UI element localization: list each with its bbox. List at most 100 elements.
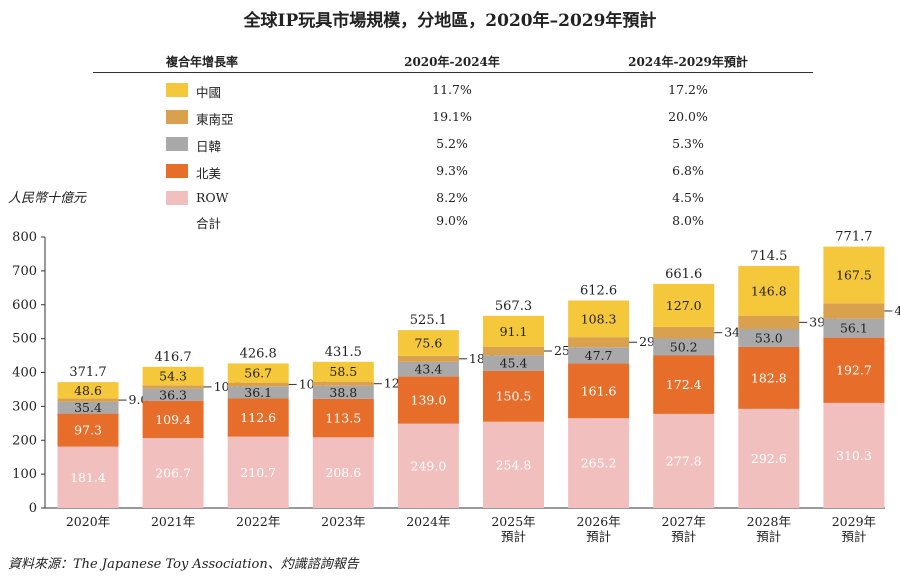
source-note: 資料來源：The Japanese Toy Association、灼識諮詢報告 — [8, 557, 359, 572]
cagr-china-2024-2029: 17.2% — [668, 82, 708, 97]
bar-segment — [312, 381, 374, 386]
bar-segment — [142, 437, 204, 508]
data-label: 108.3 — [581, 311, 617, 326]
data-label: 146.8 — [751, 283, 787, 298]
bar-segment — [142, 366, 204, 386]
data-label: 35.4 — [74, 400, 102, 415]
cagr-total-2024-2029: 8.0% — [672, 213, 704, 228]
bar-segment — [57, 401, 119, 414]
cagr-row-2024-2029: 4.5% — [672, 190, 704, 205]
cagr-china-2020-2024: 11.7% — [432, 82, 472, 97]
total-label: 416.7 — [154, 350, 191, 365]
chart-title: 全球IP玩具市場規模，分地區，2020年–2029年預計 — [243, 11, 657, 31]
cagr-row-row: ROW 8.2% 4.5% — [0, 190, 900, 210]
bar-segment — [227, 436, 289, 508]
bar-segment — [653, 355, 715, 414]
y-tick-label: 0 — [29, 501, 37, 516]
bar-segment — [568, 347, 630, 364]
legend-swatch-china — [166, 83, 188, 97]
data-label: 113.5 — [325, 411, 361, 426]
total-label: 567.3 — [495, 299, 532, 314]
data-label: 210.7 — [240, 465, 276, 480]
data-label: 206.7 — [155, 465, 191, 480]
data-label: 36.1 — [244, 385, 272, 400]
data-label: 47.7 — [585, 348, 613, 363]
bar-segment — [738, 315, 800, 330]
data-label: 56.7 — [244, 366, 272, 381]
y-tick-label: 800 — [12, 230, 37, 245]
total-label: 612.6 — [580, 283, 617, 298]
bar-segment — [483, 421, 544, 508]
x-tick-label: 預計 — [586, 529, 611, 544]
bar-segment — [823, 246, 885, 304]
cagr-japan-korea-2020-2024: 5.2% — [436, 136, 468, 151]
data-label: 112.6 — [240, 410, 276, 425]
bar-segment — [227, 398, 289, 437]
bar-segment — [568, 363, 630, 419]
cagr-table: 複合年增長率 2020年-2024年 2024年-2029年預計 中國 11.7… — [0, 0, 900, 240]
y-tick-label: 200 — [12, 433, 37, 448]
data-label: 161.6 — [581, 383, 617, 398]
data-label: 53.0 — [755, 330, 783, 345]
bar-segment — [397, 423, 459, 508]
cagr-row-sea: 東南亞 19.1% 20.0% — [0, 109, 900, 129]
legend-swatch-sea — [166, 110, 188, 124]
bar-segment — [653, 413, 715, 508]
data-label: 310.3 — [836, 448, 872, 463]
cagr-north-america-2024-2029: 6.8% — [672, 163, 704, 178]
data-label: 277.8 — [666, 453, 702, 468]
bar-segment — [397, 330, 459, 356]
bar-segment — [397, 355, 459, 362]
legend-swatch-row — [166, 191, 188, 205]
y-tick-label: 500 — [12, 332, 37, 347]
cagr-row-north-america: 北美 9.3% 6.8% — [0, 163, 900, 183]
x-tick-label: 2020年 — [66, 514, 110, 529]
data-label: 254.8 — [496, 457, 532, 472]
legend-label-sea: 東南亞 — [196, 112, 234, 127]
total-label: 771.7 — [835, 230, 872, 245]
bar-segment — [738, 408, 800, 508]
bar-segment — [483, 346, 544, 356]
data-label: 91.1 — [500, 324, 528, 339]
bar-segment — [823, 337, 885, 403]
cagr-sea-2020-2024: 19.1% — [432, 109, 472, 124]
data-label: 192.7 — [836, 363, 872, 378]
data-label: 48.6 — [74, 383, 102, 398]
bar-segment — [57, 382, 119, 399]
x-tick-label: 預計 — [756, 529, 781, 544]
bar-segment — [823, 303, 885, 319]
bar-segment — [142, 400, 204, 438]
x-tick-label: 預計 — [841, 529, 866, 544]
data-label: 56.1 — [840, 321, 868, 336]
x-tick-label: 2027年 — [662, 514, 706, 529]
bar-segment — [823, 318, 885, 338]
bar-segment — [483, 370, 544, 422]
data-label: 97.3 — [74, 423, 102, 438]
bar-segment — [227, 382, 289, 387]
data-label: 167.5 — [836, 267, 872, 282]
y-axis-unit-label: 人民幣十億元 — [8, 191, 87, 206]
bar-segment — [397, 376, 459, 424]
total-label: 371.7 — [69, 365, 106, 380]
data-label: 109.4 — [155, 412, 191, 427]
legend-swatch-japan-korea — [166, 137, 188, 151]
legend-label-japan-korea: 日韓 — [196, 139, 222, 154]
legend-label-china: 中國 — [196, 85, 222, 100]
total-label: 426.8 — [240, 346, 277, 361]
total-label: 525.1 — [410, 313, 447, 328]
bar-segment — [483, 355, 544, 371]
cagr-japan-korea-2024-2029: 5.3% — [672, 136, 704, 151]
bar-segment — [312, 385, 374, 399]
bar-segment — [483, 315, 544, 347]
x-tick-label: 2025年 — [491, 514, 535, 529]
bar-segment — [568, 337, 630, 348]
x-tick-label: 2022年 — [236, 514, 280, 529]
legend-label-total: 合計 — [196, 216, 222, 231]
cagr-header-divider — [93, 72, 813, 73]
data-label: 58.5 — [329, 364, 357, 379]
x-tick-label: 預計 — [501, 529, 526, 544]
cagr-col2-header: 2024年-2029年預計 — [628, 55, 748, 69]
cagr-col1-header: 2020年-2024年 — [404, 55, 500, 69]
data-label: 139.0 — [411, 393, 447, 408]
